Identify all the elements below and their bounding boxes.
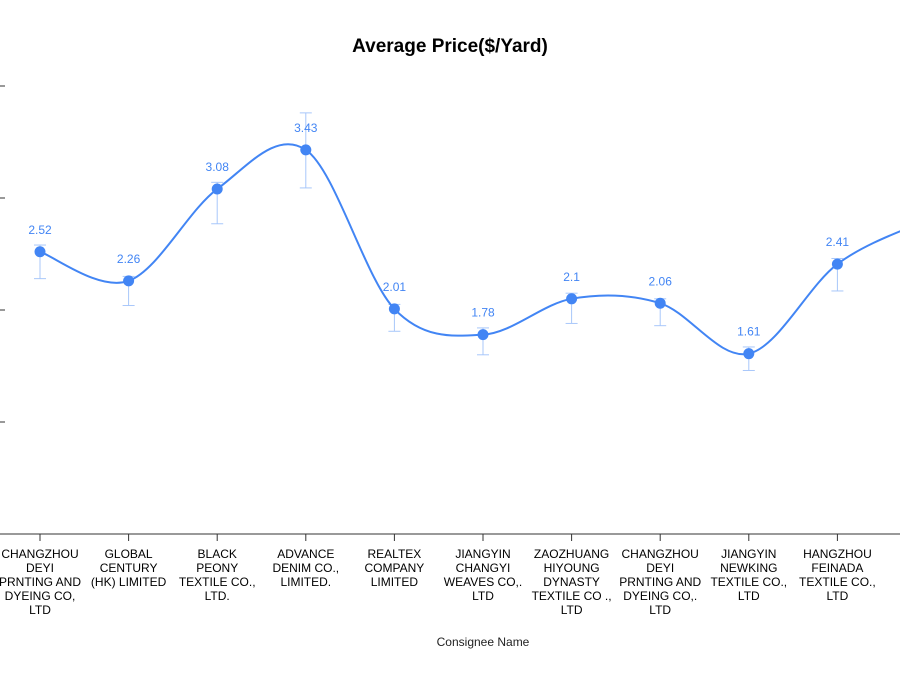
x-tick-label: CHANGZHOU DEYI PRNTING AND DYEING CO,. LTD (619, 547, 701, 617)
x-tick-label: ADVANCE DENIM CO., LIMITED. (272, 547, 339, 589)
x-tick-label-line: NEWKING (720, 561, 777, 575)
x-tick-label-line: GLOBAL (105, 547, 153, 561)
data-point (123, 275, 135, 287)
x-tick-label-line: (HK) LIMITED (91, 575, 167, 589)
series-line-average-price (39, 143, 900, 356)
x-tick-label-line: HANGZHOU (803, 547, 872, 561)
x-tick-label-line: BLACK (198, 547, 237, 561)
data-point (831, 258, 843, 270)
data-label: 2.26 (117, 252, 141, 266)
x-tick-label-line: TEXTILE CO., (710, 575, 787, 589)
x-tick-label-line: DENIM CO., (272, 561, 339, 575)
data-point (654, 297, 666, 309)
x-tick-label: JIANGYIN CHANGYI WEAVES CO,. LTD (444, 547, 522, 603)
x-tick-label-line: DEYI (646, 561, 674, 575)
error-bars (34, 112, 844, 371)
x-tick-label-line: REALTEX (368, 547, 422, 561)
x-tick-label-line: TEXTILE CO ., (532, 589, 612, 603)
x-tick-label-line: ZAOZHUANG (534, 547, 609, 561)
x-tick-label-line: PRNTING AND (0, 575, 81, 589)
x-tick-label-line: PEONY (196, 561, 238, 575)
x-tick-label-line: DYEING CO, (5, 589, 76, 603)
x-tick-label-line: LTD (827, 589, 849, 603)
x-tick-label-line: TEXTILE CO., (799, 575, 876, 589)
x-tick-label-line: DYNASTY (543, 575, 600, 589)
data-point (300, 144, 312, 156)
data-point (211, 183, 223, 195)
x-tick-label-line: CENTURY (100, 561, 158, 575)
x-tick-label-line: HIYOUNG (544, 561, 600, 575)
data-label: 2.41 (826, 235, 850, 249)
data-point (34, 246, 46, 258)
x-tick-label: HANGZHOU FEINADA TEXTILE CO., LTD (799, 547, 876, 603)
data-label: 2.01 (383, 280, 407, 294)
y-axis-ticks (0, 85, 5, 423)
x-tick-label-line: COMPANY (365, 561, 425, 575)
x-axis-ticks (39, 534, 838, 541)
data-point (388, 303, 400, 315)
data-point (566, 293, 578, 305)
x-axis-title: Consignee Name (437, 635, 530, 649)
x-tick-label: ZAOZHUANG HIYOUNG DYNASTY TEXTILE CO ., LTD (532, 547, 612, 617)
data-label: 1.61 (737, 325, 761, 339)
x-tick-label-line: LTD (561, 603, 583, 617)
x-tick-label-line: WEAVES CO,. (444, 575, 522, 589)
x-tick-label-line: FEINADA (811, 561, 863, 575)
x-tick-label-line: TEXTILE CO., (179, 575, 256, 589)
x-tick-label: REALTEX COMPANY LIMITED (365, 547, 425, 589)
x-tick-label-line: LTD. (205, 589, 230, 603)
data-label: 2.1 (563, 270, 580, 284)
x-tick-label: BLACK PEONY TEXTILE CO., LTD. (179, 547, 256, 603)
x-tick-label-line: LIMITED (371, 575, 419, 589)
data-points (34, 144, 843, 360)
x-tick-label-line: JIANGYIN (455, 547, 510, 561)
x-tick-label-line: LIMITED. (280, 575, 331, 589)
x-tick-label-line: DEYI (26, 561, 54, 575)
data-point (477, 329, 489, 341)
x-tick-label-line: DYEING CO,. (623, 589, 697, 603)
x-tick-label-line: CHANGYI (456, 561, 511, 575)
x-tick-label-line: LTD (738, 589, 760, 603)
chart-title: Average Price($/Yard) (352, 36, 548, 57)
data-point (743, 348, 755, 360)
x-tick-label-line: CHANGZHOU (1, 547, 78, 561)
data-label: 2.06 (649, 274, 673, 288)
x-tick-label-line: LTD (649, 603, 671, 617)
x-tick-label-line: CHANGZHOU (622, 547, 699, 561)
x-tick-labels: CHANGZHOU DEYI PRNTING AND DYEING CO, LTDGLO… (0, 547, 876, 617)
x-tick-label: CHANGZHOU DEYI PRNTING AND DYEING CO, LTD (0, 547, 81, 617)
data-label: 3.08 (206, 160, 230, 174)
x-tick-label-line: LTD (29, 603, 51, 617)
data-label: 3.43 (294, 121, 318, 135)
x-tick-label-line: ADVANCE (277, 547, 334, 561)
x-tick-label: GLOBAL CENTURY (HK) LIMITED (91, 547, 167, 589)
x-tick-label-line: PRNTING AND (619, 575, 701, 589)
data-labels: 2.52 2.26 3.08 3.43 2.01 1.78 2.1 2.06 1.61 2.41 (28, 121, 849, 339)
data-label: 1.78 (471, 306, 495, 320)
data-label: 2.52 (28, 223, 52, 237)
x-tick-label: JIANGYIN NEWKING TEXTILE CO., LTD (710, 547, 787, 603)
x-tick-label-line: JIANGYIN (721, 547, 776, 561)
x-tick-label-line: LTD (472, 589, 494, 603)
